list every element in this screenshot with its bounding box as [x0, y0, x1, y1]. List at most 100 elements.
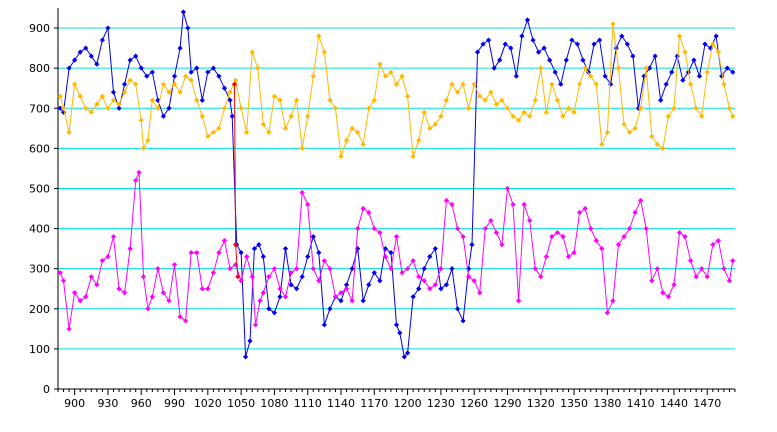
data-point: [282, 125, 289, 131]
data-point: [515, 298, 522, 304]
data-point: [482, 97, 488, 103]
data-point: [133, 177, 139, 184]
data-point: [57, 105, 63, 111]
data-point: [145, 306, 151, 312]
x-tick-label: 1170: [360, 397, 388, 410]
data-point: [693, 274, 699, 280]
data-point: [543, 109, 549, 115]
data-point: [693, 105, 699, 111]
data-point: [726, 278, 733, 284]
data-point: [508, 45, 514, 51]
data-point: [621, 121, 627, 127]
data-point: [715, 238, 721, 244]
data-point: [574, 41, 581, 47]
data-point: [388, 266, 394, 272]
data-point: [249, 49, 255, 55]
data-point: [355, 225, 361, 232]
data-point: [94, 101, 100, 107]
data-point: [60, 109, 67, 115]
data-point: [177, 314, 183, 320]
data-point: [646, 65, 653, 71]
data-point: [638, 197, 644, 204]
data-point: [229, 113, 235, 119]
data-point: [443, 197, 450, 204]
data-point: [654, 141, 660, 147]
series-line-1: [59, 23, 734, 157]
data-point: [221, 238, 228, 244]
data-point: [632, 125, 638, 131]
data-point: [649, 278, 655, 284]
data-point: [355, 246, 361, 252]
data-point: [449, 266, 455, 272]
x-tick-label: 1200: [394, 397, 422, 410]
data-point: [604, 129, 610, 135]
data-point: [427, 286, 433, 292]
data-point: [510, 113, 516, 119]
data-point: [421, 266, 427, 272]
data-point: [621, 234, 627, 240]
data-point: [377, 278, 383, 284]
x-tick-label: 960: [131, 397, 152, 410]
data-point: [94, 61, 100, 67]
data-point: [252, 322, 259, 328]
data-point: [538, 65, 544, 71]
series-line-0: [59, 11, 734, 359]
data-point: [549, 81, 555, 87]
data-point: [99, 258, 105, 264]
data-point: [377, 61, 383, 67]
data-point: [310, 234, 316, 240]
data-point: [121, 89, 128, 95]
data-point: [205, 69, 211, 75]
data-point: [282, 294, 289, 300]
data-point: [493, 101, 499, 107]
data-point: [244, 129, 250, 135]
data-point: [515, 117, 522, 123]
data-point: [77, 298, 83, 304]
data-point: [721, 266, 727, 272]
data-point: [366, 209, 372, 216]
data-point: [682, 234, 688, 240]
data-point: [110, 89, 117, 95]
data-point: [321, 258, 327, 264]
data-point: [715, 49, 721, 55]
data-point: [704, 274, 710, 280]
data-point: [349, 125, 355, 131]
data-point: [427, 125, 433, 131]
data-point: [305, 113, 311, 119]
data-point: [599, 246, 605, 252]
data-point: [688, 81, 694, 87]
data-point: [338, 153, 344, 159]
data-point: [57, 270, 63, 276]
data-point: [121, 290, 128, 296]
data-point: [194, 65, 200, 71]
data-point: [471, 278, 477, 284]
data-point: [416, 274, 422, 280]
gridlines: [58, 27, 735, 350]
data-point: [552, 69, 558, 75]
data-point: [404, 93, 411, 99]
data-point: [294, 97, 300, 103]
y-tick-label: 300: [29, 263, 50, 276]
x-tick-label: 1050: [227, 397, 255, 410]
y-tick-label: 200: [29, 303, 50, 316]
data-point: [438, 113, 444, 119]
x-tick-label: 1020: [194, 397, 222, 410]
series-1: [57, 21, 736, 159]
data-point: [454, 306, 461, 312]
data-point: [138, 65, 144, 71]
data-point: [299, 145, 305, 151]
data-point: [630, 53, 636, 59]
data-point: [669, 69, 675, 75]
data-point: [338, 298, 344, 304]
data-point: [256, 242, 262, 248]
data-point: [160, 81, 167, 87]
data-point: [519, 33, 525, 39]
data-point: [210, 65, 216, 71]
data-point: [427, 254, 433, 260]
data-point: [210, 270, 216, 276]
data-point: [504, 185, 511, 192]
data-point: [658, 97, 664, 103]
data-point: [682, 49, 688, 55]
data-point: [332, 105, 339, 111]
y-tick-label: 700: [29, 102, 50, 115]
